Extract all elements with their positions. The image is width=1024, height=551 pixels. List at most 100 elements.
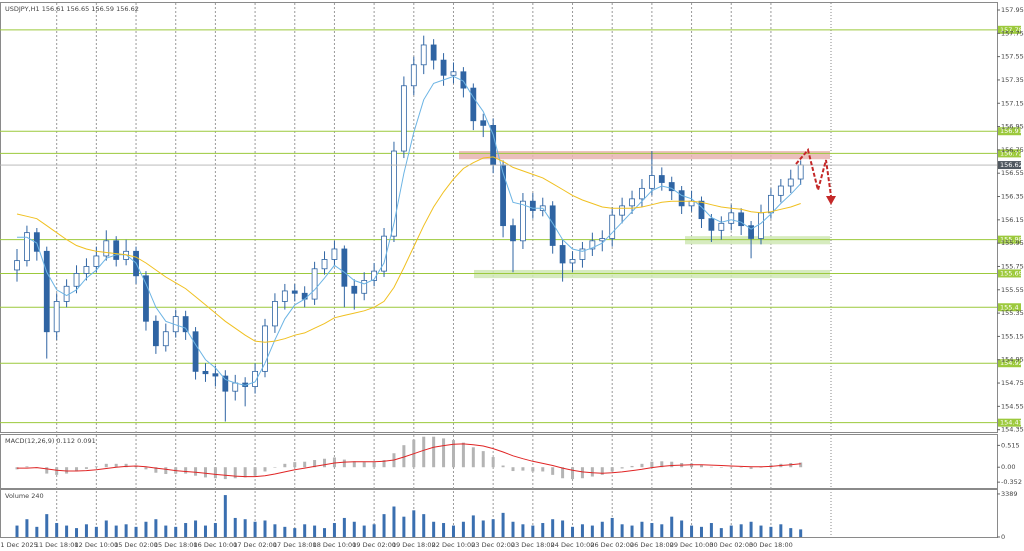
macd-bar: [640, 463, 644, 468]
macd-bar: [739, 467, 743, 468]
candle-body: [301, 292, 308, 300]
x-tick-label: 30 Dec 18:00: [749, 541, 793, 549]
macd-bar: [690, 463, 694, 468]
macd-bar: [75, 467, 79, 472]
zone: [474, 269, 830, 279]
macd-bar: [471, 447, 475, 468]
candle-body: [777, 185, 784, 196]
y-tick-label: 154.35: [1001, 426, 1024, 434]
volume-bar: [243, 519, 247, 537]
macd-bar: [382, 460, 386, 468]
macd-bar: [670, 461, 674, 468]
macd-bar: [313, 460, 317, 468]
volume-bar: [590, 525, 594, 537]
macd-bar: [402, 445, 406, 468]
candle-body: [272, 301, 278, 327]
y-tick-label: 3389: [1001, 490, 1018, 498]
macd-bar: [521, 467, 525, 471]
y-tick-label: 155.55: [1001, 286, 1024, 294]
candle-body: [53, 301, 60, 333]
volume-bar: [759, 525, 763, 537]
macd-bar: [749, 467, 753, 469]
macd-bar: [342, 459, 346, 468]
volume-bar: [719, 528, 723, 537]
candle-body: [311, 268, 318, 300]
volume-bar: [511, 521, 515, 537]
volume-bar: [620, 524, 624, 537]
volume-bar: [303, 524, 307, 537]
volume-bar: [491, 519, 495, 537]
macd-bar: [45, 467, 49, 474]
macd-bar: [55, 467, 59, 475]
volume-bar: [789, 528, 793, 537]
y-tick-label: 156.75: [1001, 146, 1024, 154]
candle-body: [182, 316, 189, 333]
volume-bar: [451, 525, 455, 537]
volume-bar: [15, 525, 19, 537]
y-tick-label: 156.15: [1001, 216, 1024, 224]
macd-bar: [610, 467, 614, 472]
projection-arrowhead: [826, 196, 836, 205]
macd-bar: [759, 467, 763, 468]
y-tick-label: 154.75: [1001, 379, 1024, 387]
candle-body: [529, 200, 536, 211]
volume-bar: [412, 510, 416, 537]
x-tick-label: 24 Dec 10:00: [551, 541, 595, 549]
macd-bar: [620, 467, 624, 469]
candle-body: [768, 194, 774, 214]
macd-bar: [283, 463, 287, 468]
candle-body: [520, 200, 526, 242]
candle-body: [232, 382, 239, 392]
panel-title: Volume 240: [5, 492, 44, 500]
signal-line: [17, 443, 801, 478]
candle-body: [212, 373, 219, 377]
macd-bar: [352, 461, 356, 468]
y-tick-label: 154.95: [1001, 356, 1024, 364]
volume-bar: [749, 521, 753, 537]
candle-body: [281, 290, 288, 302]
x-tick-label: 19 Dec 02:00: [352, 541, 396, 549]
macd-bar: [600, 467, 604, 475]
macd-bar: [551, 467, 555, 475]
x-tick-label: 22 Dec 10:00: [432, 541, 476, 549]
x-tick-label: 18 Dec 10:00: [313, 541, 357, 549]
volume-bar: [194, 520, 198, 537]
macd-bar: [273, 467, 277, 468]
candle-body: [14, 260, 20, 271]
volume-bar: [45, 514, 49, 537]
level-label-bg: [998, 149, 1021, 158]
macd-bar: [84, 467, 88, 469]
level-label-bg: [998, 359, 1021, 368]
volume-bar: [362, 525, 366, 537]
volume-bar: [442, 523, 446, 537]
moving-average: [17, 75, 802, 386]
volume-bar: [174, 526, 178, 537]
volume-bar: [541, 523, 545, 537]
candle-body: [400, 85, 407, 152]
chart-title: USDJPY,H1 156.61 156.65 156.59 156.62: [5, 5, 139, 13]
macd-bar: [104, 463, 108, 468]
macd-bar: [580, 467, 584, 479]
candle-body: [470, 87, 477, 122]
volume-bar: [94, 526, 98, 537]
volume-bar: [650, 523, 654, 537]
projection-arrow: [795, 147, 836, 205]
volume-bar: [571, 526, 575, 537]
x-tick-label: 17 Dec 18:00: [273, 541, 317, 549]
level-label-bg: [998, 418, 1021, 427]
macd-bar: [293, 462, 297, 468]
volume-bar: [114, 525, 118, 537]
macd-bar: [332, 457, 336, 468]
volume-bar: [203, 525, 207, 537]
level-label-bg: [998, 235, 1021, 244]
candle-body: [648, 175, 655, 189]
candle-body: [143, 275, 149, 322]
volume-bar: [422, 514, 426, 537]
macd-bar: [213, 467, 217, 479]
volume-bar: [84, 524, 88, 537]
macd-bar: [223, 467, 227, 480]
candle-body: [361, 280, 368, 294]
candle-body: [609, 214, 616, 239]
candle-body: [63, 285, 70, 302]
